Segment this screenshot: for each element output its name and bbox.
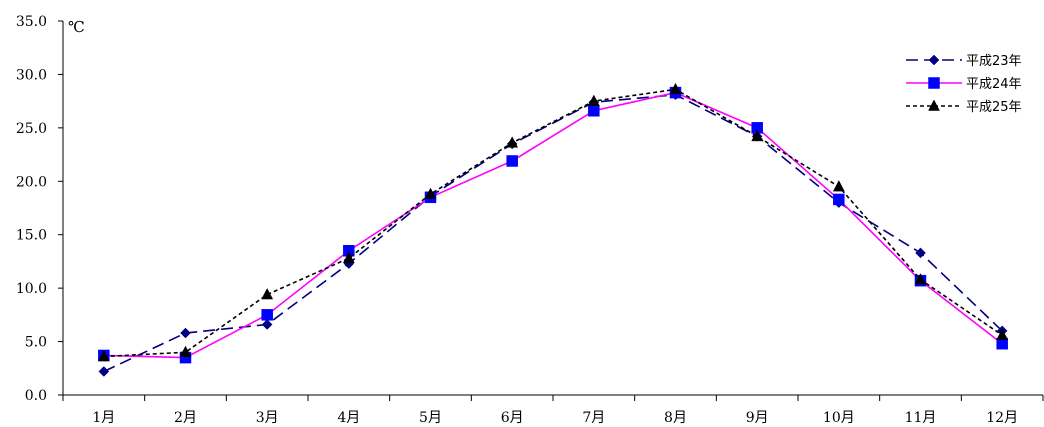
data-point <box>587 94 600 106</box>
x-tick-label: 10月 <box>823 410 855 426</box>
x-tick-label: 8月 <box>664 410 687 426</box>
x-tick-label: 4月 <box>337 410 360 426</box>
legend-label: 平成25年 <box>966 100 1022 115</box>
data-point <box>424 187 437 199</box>
x-tick-label: 11月 <box>905 410 937 426</box>
x-tick-label: 6月 <box>501 410 524 426</box>
data-point <box>915 247 926 259</box>
data-point <box>97 349 110 362</box>
data-point <box>342 251 355 263</box>
data-point <box>180 327 191 339</box>
data-point <box>261 319 273 330</box>
y-tick-label: 0.0 <box>25 388 47 404</box>
data-point <box>833 193 845 206</box>
data-point <box>179 345 192 358</box>
data-point <box>506 155 518 167</box>
data-point <box>751 129 764 142</box>
x-tick-label: 2月 <box>174 410 197 426</box>
data-point <box>506 136 519 148</box>
y-tick-label: 20.0 <box>16 174 47 190</box>
data-point <box>261 309 273 321</box>
y-tick-label: 10.0 <box>16 281 47 297</box>
axes: 0.0 5.0 10.0 15.0 20.0 25.0 30.0 35.0 1月 2月 3月 4月 5月… <box>16 14 1044 426</box>
legend-label: 平成24年 <box>966 77 1022 92</box>
y-tick-label: 30.0 <box>16 67 47 83</box>
y-axis-unit-label: ℃ <box>68 18 85 36</box>
legend-item: 平成25年 <box>906 99 1022 115</box>
series-2 <box>98 86 1008 364</box>
y-tick-label: 35.0 <box>16 14 47 30</box>
series-3 <box>97 82 1009 362</box>
data-point <box>98 366 110 377</box>
series-layer <box>97 82 1009 377</box>
data-point <box>832 180 845 192</box>
series-1 <box>98 89 1008 377</box>
data-point <box>261 288 274 300</box>
x-tick-label: 5月 <box>419 410 442 426</box>
legend-swatch-marker <box>928 99 940 111</box>
y-tick-label: 25.0 <box>16 121 47 137</box>
legend-label: 平成23年 <box>966 54 1022 69</box>
legend-swatch-marker <box>928 54 940 66</box>
legend-swatch-marker <box>928 77 940 89</box>
series-line <box>103 88 1003 358</box>
x-tick-label: 3月 <box>256 410 279 426</box>
y-tick-label: 5.0 <box>25 335 47 351</box>
x-tick-label: 1月 <box>92 410 115 426</box>
series-line <box>103 93 1003 373</box>
y-tick-label: 15.0 <box>16 228 47 244</box>
data-point <box>669 82 682 95</box>
series-line <box>103 91 1003 359</box>
legend-item: 平成23年 <box>906 54 1022 69</box>
x-tick-label: 7月 <box>582 410 605 426</box>
data-point <box>588 105 600 117</box>
x-tick-label: 12月 <box>986 410 1018 426</box>
x-tick-label: 9月 <box>746 410 769 426</box>
legend-item: 平成24年 <box>906 77 1022 92</box>
data-point <box>914 273 927 285</box>
data-point <box>996 328 1009 340</box>
